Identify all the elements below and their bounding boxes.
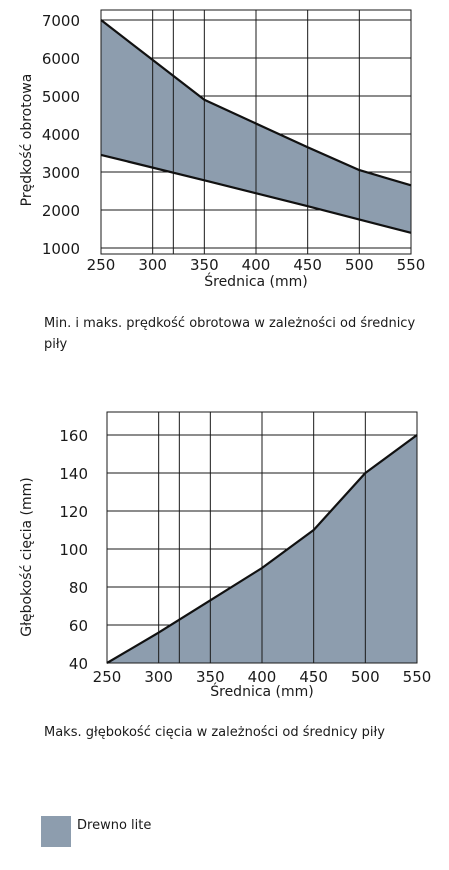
- y-tick-label: 120: [59, 503, 88, 521]
- x-tick-label: 350: [196, 668, 225, 686]
- area-fill-overlay-1: [107, 435, 417, 663]
- rotation-speed-chart: 1000 2000 3000 4000 5000 6000 7000 250 300 350 400…: [19, 9, 426, 290]
- x-axis-label: Średnica (mm): [204, 272, 308, 290]
- y-tick-label: 5000: [42, 88, 80, 106]
- x-tick-label: 500: [351, 668, 380, 686]
- rotation-speed-caption: Min. i maks. prędkość obrotowa w zależno…: [44, 316, 416, 352]
- y-axis-label: Prędkość obrotowa: [19, 74, 35, 207]
- x-tick-label: 350: [190, 256, 219, 274]
- y-tick-label: 160: [59, 427, 88, 445]
- x-tick-label: 250: [93, 668, 122, 686]
- y-tick-label: 100: [59, 541, 88, 559]
- x-tick-label: 450: [293, 256, 322, 274]
- y-tick-label: 60: [69, 617, 88, 635]
- plot-frame-0: [100, 9, 412, 255]
- legend-label-solid-wood: Drewno lite: [77, 818, 152, 833]
- x-tick-label: 450: [299, 668, 328, 686]
- x-tick-label: 300: [138, 256, 167, 274]
- x-tick-label: 500: [345, 256, 374, 274]
- y-tick-label: 3000: [42, 164, 80, 182]
- y-tick-label: 6000: [42, 50, 80, 68]
- x-tick-label: 300: [144, 668, 173, 686]
- y-tick-label: 2000: [42, 202, 80, 220]
- x-tick-label: 400: [242, 256, 271, 274]
- legend-swatch-solid-wood: [41, 816, 71, 847]
- y-tick-label: 140: [59, 465, 88, 483]
- y-tick-label: 40: [69, 655, 88, 673]
- series-line-1: [100, 153, 412, 234]
- x-axis-label: Średnica (mm): [210, 682, 314, 700]
- y-tick-label: 80: [69, 579, 88, 597]
- y-tick-label: 4000: [42, 126, 80, 144]
- cutting-depth-chart: 40 60 80 100 120 140 160 250 300 350 400 450 500 550 Ś…: [19, 411, 432, 700]
- y-tick-label: 1000: [42, 240, 80, 258]
- x-tick-label: 550: [403, 668, 432, 686]
- series-line-0: [100, 19, 412, 187]
- series-line-0: [106, 434, 418, 664]
- plot-frame-1: [106, 411, 418, 664]
- y-axis-label: Głębokość cięcia (mm): [19, 477, 35, 637]
- cutting-depth-caption: Maks. głębokość cięcia w zależności od ś…: [44, 725, 385, 740]
- y-tick-label: 7000: [42, 12, 80, 30]
- x-tick-label: 400: [248, 668, 277, 686]
- x-tick-label: 550: [397, 256, 426, 274]
- x-tick-label: 250: [87, 256, 116, 274]
